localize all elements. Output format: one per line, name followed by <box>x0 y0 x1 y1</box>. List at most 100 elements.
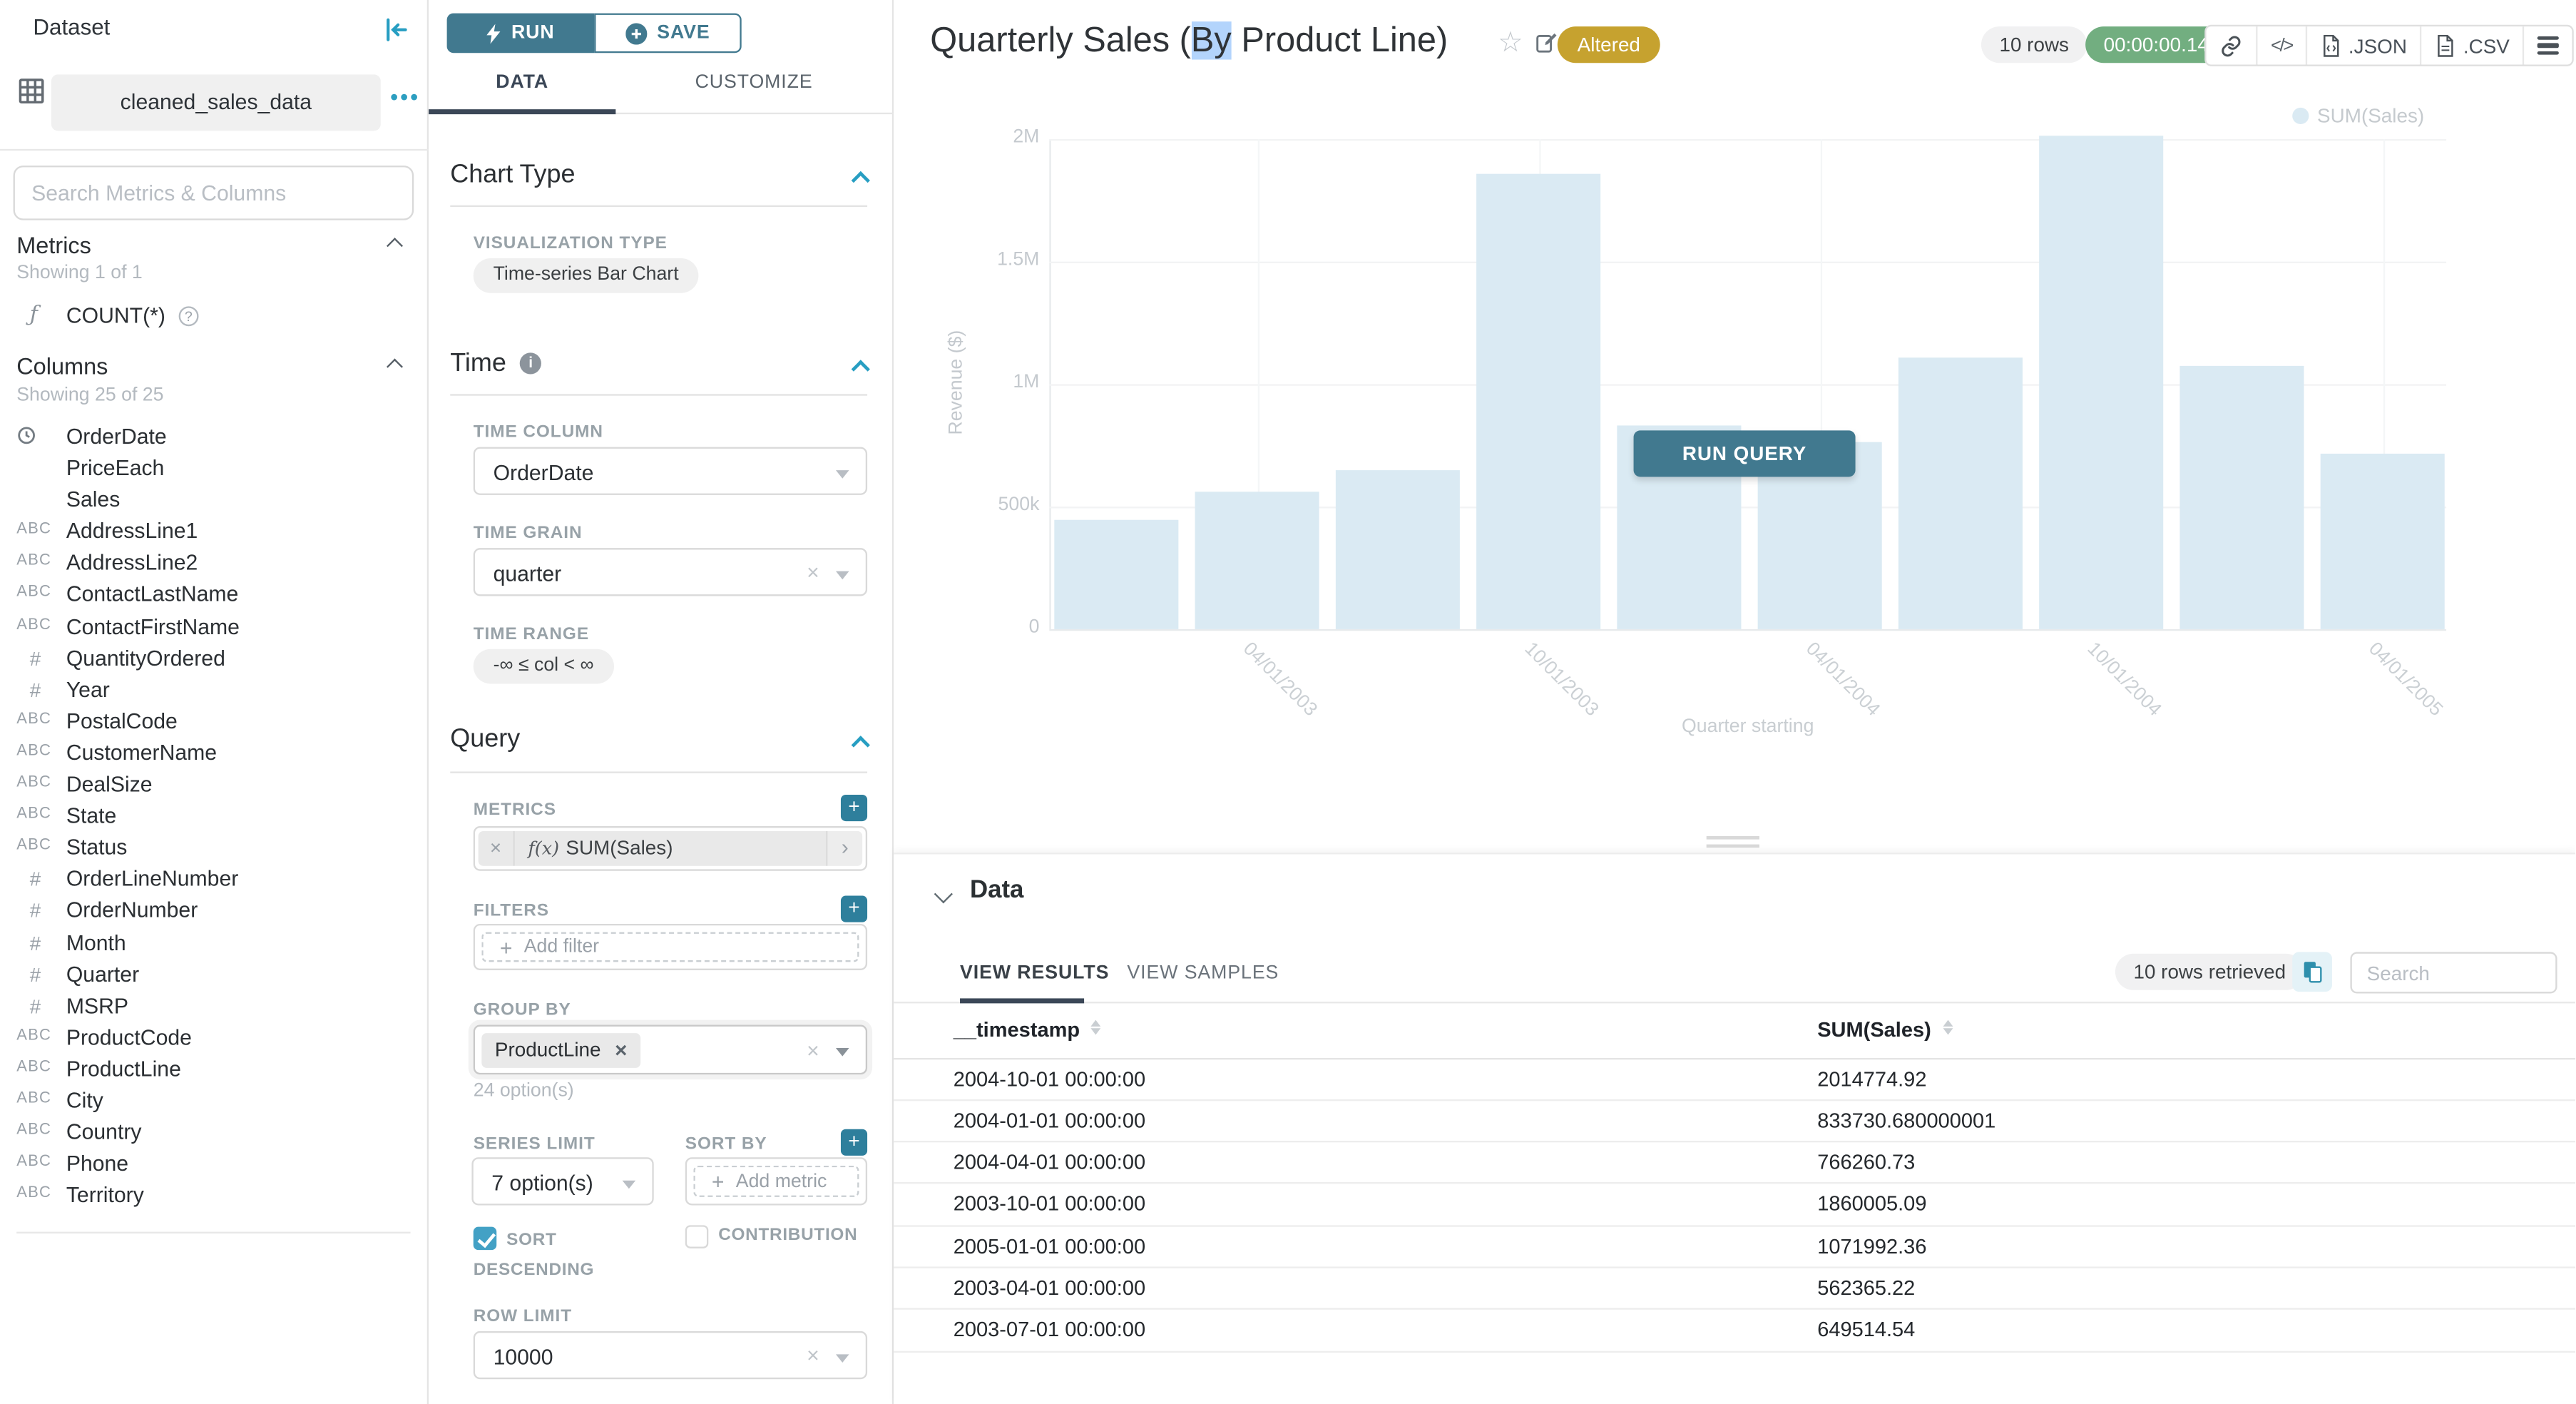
legend-item[interactable]: SUM(Sales) <box>2292 104 2424 128</box>
chevron-up-icon[interactable] <box>387 238 403 255</box>
column-item[interactable]: ABC State <box>0 802 429 833</box>
column-item[interactable]: ABC CustomerName <box>0 738 429 770</box>
time-range-value[interactable]: -∞ ≤ col < ∞ <box>473 648 614 684</box>
column-item[interactable]: PriceEach <box>0 454 429 485</box>
chevron-up-icon[interactable] <box>851 736 870 755</box>
table-row[interactable]: 2004-10-01 00:00:00 2014774.92 <box>894 1059 2576 1101</box>
info-icon[interactable]: i <box>520 352 542 375</box>
row-limit-select[interactable]: 10000 × <box>473 1331 868 1380</box>
remove-icon[interactable]: ✕ <box>614 1043 628 1062</box>
dataset-menu-icon[interactable]: ••• <box>390 84 421 110</box>
save-button[interactable]: SAVE <box>594 13 742 54</box>
column-item[interactable]: # MSRP <box>0 991 429 1022</box>
chevron-right-icon[interactable]: › <box>826 831 863 866</box>
chart-title[interactable]: Quarterly Sales (By Product Line) <box>930 21 1448 60</box>
column-item[interactable]: ABC Territory <box>0 1181 429 1212</box>
column-header-sum-sales[interactable]: SUM(Sales) <box>1817 1018 1953 1042</box>
query-heading: Query <box>450 725 521 753</box>
column-item[interactable]: # OrderNumber <box>0 896 429 927</box>
metric-item[interactable]: ƒ COUNT(*) ? <box>0 301 429 331</box>
column-item[interactable]: # QuantityOrdered <box>0 644 429 675</box>
chart-menu-button[interactable] <box>2523 26 2572 65</box>
results-search-input[interactable] <box>2350 952 2557 994</box>
contribution-checkbox[interactable] <box>685 1225 709 1248</box>
contribution-control[interactable]: CONTRIBUTION <box>685 1225 858 1248</box>
y-axis-tick-label: 2M <box>1013 127 1040 148</box>
column-item[interactable]: ABC ContactFirstName <box>0 612 429 644</box>
bar-2005-01-01 <box>2179 365 2304 629</box>
column-item[interactable]: ABC Phone <box>0 1149 429 1181</box>
panel-resize-handle[interactable] <box>1706 835 1759 853</box>
add-metric-button[interactable]: + <box>840 794 868 822</box>
altered-badge[interactable]: Altered <box>1557 26 1660 63</box>
dataset-panel-title: Dataset <box>33 14 111 40</box>
add-sort-metric-button[interactable]: + <box>840 1129 868 1156</box>
dataset-name[interactable]: cleaned_sales_data <box>51 74 381 131</box>
column-item[interactable]: ABC PostalCode <box>0 707 429 738</box>
column-item[interactable]: # Year <box>0 675 429 706</box>
chevron-down-icon[interactable] <box>934 885 953 904</box>
chevron-up-icon[interactable] <box>851 171 870 190</box>
column-item[interactable]: ABC ProductLine <box>0 1054 429 1086</box>
table-row[interactable]: 2003-10-01 00:00:00 1860005.09 <box>894 1184 2576 1226</box>
edit-title-icon[interactable] <box>1534 30 1559 63</box>
sort-descending-checkbox[interactable] <box>473 1226 497 1251</box>
column-item[interactable]: ABC ContactLastName <box>0 580 429 611</box>
column-item[interactable]: Sales <box>0 485 429 517</box>
help-icon[interactable]: ? <box>178 306 199 327</box>
tab-view-results[interactable]: VIEW RESULTS <box>960 963 1110 984</box>
column-header-timestamp[interactable]: __timestamp <box>954 1018 1102 1042</box>
metric-pill[interactable]: × f(x) SUM(Sales) › <box>478 831 863 866</box>
table-row[interactable]: 2004-04-01 00:00:00 766260.73 <box>894 1143 2576 1185</box>
clear-icon[interactable]: × <box>807 559 819 585</box>
column-item[interactable]: ABC ProductCode <box>0 1023 429 1054</box>
table-row[interactable]: 2003-04-01 00:00:00 562365.22 <box>894 1268 2576 1311</box>
copy-data-button[interactable] <box>2292 952 2332 992</box>
favorite-star-icon[interactable]: ☆ <box>1498 26 1523 60</box>
columns-section-header[interactable]: Columns <box>16 352 410 379</box>
add-filter-dropzone[interactable]: Add filter <box>481 932 859 962</box>
column-item[interactable]: ABC AddressLine2 <box>0 549 429 580</box>
export-json-button[interactable]: .JSON <box>2305 26 2421 65</box>
collapse-panel-icon[interactable] <box>381 15 411 45</box>
column-item[interactable]: ABC DealSize <box>0 770 429 801</box>
clear-icon[interactable]: × <box>807 1038 819 1063</box>
group-by-pill[interactable]: ProductLine ✕ <box>481 1033 642 1068</box>
time-column-select[interactable]: OrderDate <box>473 447 868 495</box>
column-item[interactable]: ABC AddressLine1 <box>0 517 429 549</box>
table-row[interactable]: 2004-01-01 00:00:00 833730.680000001 <box>894 1101 2576 1143</box>
column-item[interactable]: OrderDate <box>0 422 429 454</box>
sort-descending-control[interactable]: SORT DESCENDING <box>473 1225 669 1283</box>
chevron-up-icon[interactable] <box>851 360 870 379</box>
remove-icon[interactable]: × <box>479 831 515 866</box>
column-item[interactable]: ABC City <box>0 1086 429 1117</box>
add-sort-metric-dropzone[interactable]: Add metric <box>693 1165 859 1197</box>
column-item[interactable]: ABC Country <box>0 1118 429 1149</box>
column-item[interactable]: # Quarter <box>0 960 429 991</box>
run-button[interactable]: RUN <box>446 13 595 54</box>
visualization-type-value[interactable]: Time-series Bar Chart <box>473 258 699 293</box>
column-label: ContactLastName <box>66 581 239 607</box>
column-item[interactable]: # Month <box>0 928 429 960</box>
chevron-up-icon[interactable] <box>387 358 403 375</box>
abc-type-icon: ABC <box>16 1184 52 1203</box>
metrics-columns-search-input[interactable] <box>13 166 414 220</box>
group-by-select[interactable]: ProductLine ✕ × <box>473 1024 868 1075</box>
run-query-button[interactable]: RUN QUERY <box>1633 430 1856 477</box>
export-csv-button[interactable]: .CSV <box>2420 26 2523 65</box>
file-code-icon <box>2323 34 2339 56</box>
add-filter-button[interactable]: + <box>840 895 868 922</box>
metrics-section-header[interactable]: Metrics <box>16 232 410 258</box>
series-limit-select[interactable]: 7 option(s) <box>471 1157 654 1206</box>
tab-data[interactable]: DATA <box>496 73 549 93</box>
column-item[interactable]: # OrderLineNumber <box>0 865 429 896</box>
share-link-button[interactable] <box>2207 26 2256 64</box>
table-row[interactable]: 2005-01-01 00:00:00 1071992.36 <box>894 1226 2576 1268</box>
tab-customize[interactable]: CUSTOMIZE <box>695 73 813 93</box>
time-grain-select[interactable]: quarter × <box>473 548 868 596</box>
column-item[interactable]: ABC Status <box>0 833 429 865</box>
table-row[interactable]: 2003-07-01 00:00:00 649514.54 <box>894 1310 2576 1353</box>
embed-code-button[interactable]: </> <box>2256 26 2305 65</box>
clear-icon[interactable]: × <box>807 1343 819 1368</box>
tab-view-samples[interactable]: VIEW SAMPLES <box>1127 963 1279 984</box>
